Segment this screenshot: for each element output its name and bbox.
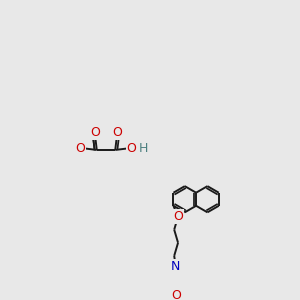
Text: H: H (138, 142, 148, 155)
Text: O: O (76, 142, 85, 155)
Text: O: O (127, 142, 136, 155)
Text: O: O (171, 290, 181, 300)
Text: N: N (171, 260, 180, 273)
Text: O: O (173, 210, 183, 223)
Text: O: O (112, 126, 122, 139)
Text: O: O (90, 126, 100, 139)
